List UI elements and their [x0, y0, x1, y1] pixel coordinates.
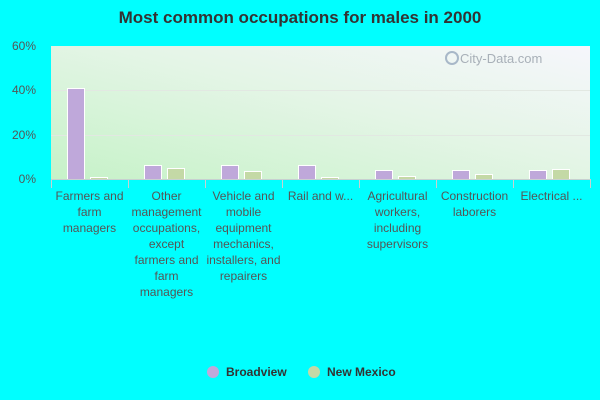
x-tick: [436, 179, 437, 188]
x-label: Agricultural workers, including supervis…: [366, 189, 429, 251]
x-tick: [513, 179, 514, 188]
bar-broadview[interactable]: [452, 169, 470, 179]
legend-item-new-mexico[interactable]: New Mexico: [308, 365, 396, 379]
magnifier-icon: [445, 51, 459, 65]
bar-broadview[interactable]: [144, 165, 162, 179]
bar-broadview[interactable]: [298, 165, 316, 179]
x-axis: [51, 179, 590, 180]
bar-new-mexico[interactable]: [475, 173, 493, 179]
bar-broadview[interactable]: [375, 169, 393, 179]
bar-broadview[interactable]: [67, 88, 85, 179]
x-tick: [128, 179, 129, 188]
bar-new-mexico[interactable]: [398, 175, 416, 179]
x-label: Vehicle and mobile equipment mechanics, …: [206, 189, 281, 283]
x-tick: [359, 179, 360, 188]
legend-item-broadview[interactable]: Broadview: [207, 365, 287, 379]
gridline-40: [51, 90, 590, 91]
x-tick: [282, 179, 283, 188]
x-tick: [590, 179, 591, 188]
bar-broadview[interactable]: [221, 165, 239, 179]
bar-new-mexico[interactable]: [321, 177, 339, 179]
y-tick-20: 20%: [11, 128, 36, 142]
y-tick-60: 60%: [11, 39, 36, 53]
gridline-20: [51, 135, 590, 136]
x-label: Construction laborers: [440, 189, 509, 219]
legend-dot-icon: [308, 366, 320, 378]
x-label: Rail and w...: [287, 189, 354, 203]
x-tick: [51, 179, 52, 188]
watermark: City-Data.com: [445, 51, 542, 66]
bar-new-mexico[interactable]: [244, 171, 262, 179]
y-tick-0: 0%: [18, 172, 36, 186]
plot-area: [51, 46, 590, 179]
x-label: Other management occupations, except far…: [131, 189, 202, 299]
x-label: Farmers and farm managers: [55, 189, 124, 235]
y-tick-40: 40%: [11, 83, 36, 97]
bar-new-mexico[interactable]: [552, 168, 570, 179]
chart-title: Most common occupations for males in 200…: [118, 8, 482, 27]
bar-new-mexico[interactable]: [90, 177, 108, 179]
bar-broadview[interactable]: [529, 169, 547, 179]
x-label: Electrical ...: [520, 189, 583, 203]
legend-dot-icon: [207, 366, 219, 378]
x-tick: [205, 179, 206, 188]
bar-new-mexico[interactable]: [167, 167, 185, 179]
